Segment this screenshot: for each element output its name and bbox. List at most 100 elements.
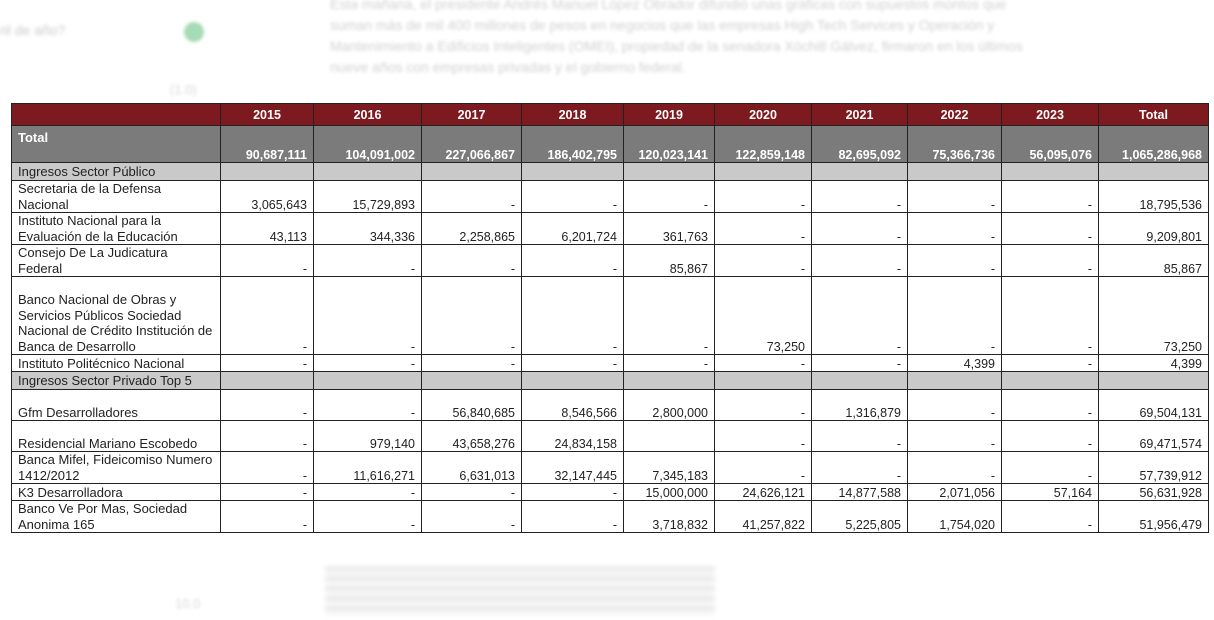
table-cell: - (421, 244, 522, 277)
table-cell: - (714, 180, 812, 213)
table-cell: - (907, 451, 1002, 484)
row-label: Residencial Mariano Escobedo (11, 420, 221, 452)
background-paragraph: Esta mañana, el presidente Andrés Manuel… (330, 0, 1023, 75)
table-cell: - (1001, 500, 1099, 533)
table-cell: 43,658,276 (421, 420, 522, 452)
table-cell: 979,140 (313, 420, 422, 452)
section-title: Ingresos Sector Público (11, 162, 221, 181)
table-row: Consejo De La Judicatura Federal - - - -… (11, 244, 1209, 277)
total-cell: 1,065,286,968 (1098, 125, 1209, 163)
table-cell: - (714, 420, 812, 452)
table-cell: - (220, 420, 314, 452)
table-cell: 5,225,805 (811, 500, 908, 533)
table-cell: 69,504,131 (1098, 389, 1209, 421)
table-cell: - (220, 389, 314, 421)
table-row: Instituto Nacional para la Evaluación de… (11, 212, 1209, 245)
table-cell: - (1001, 180, 1099, 213)
section-header-public: Ingresos Sector Público (11, 162, 1209, 181)
table-cell: 2,258,865 (421, 212, 522, 245)
table-cell: - (907, 244, 1002, 277)
header-row: 2015 2016 2017 2018 2019 2020 2021 2022 … (11, 103, 1209, 126)
table-cell: 73,250 (1098, 276, 1209, 355)
table-cell: - (313, 389, 422, 421)
table-cell: 15,729,893 (313, 180, 422, 213)
table-row: K3 Desarrolladora - - - - 15,000,000 24,… (11, 483, 1209, 501)
table-cell: - (521, 354, 624, 372)
table-cell: - (907, 180, 1002, 213)
table-cell: 85,867 (623, 244, 715, 277)
table-cell: 51,956,479 (1098, 500, 1209, 533)
table-cell: 7,345,183 (623, 451, 715, 484)
table-cell: - (623, 276, 715, 355)
section-title: Ingresos Sector Privado Top 5 (11, 371, 221, 390)
table-cell: - (907, 389, 1002, 421)
table-cell: - (811, 451, 908, 484)
table-cell: - (1001, 276, 1099, 355)
table-cell: - (907, 276, 1002, 355)
table-cell: 2,071,056 (907, 483, 1002, 501)
table-cell: 69,471,574 (1098, 420, 1209, 452)
table-row: Banca Mifel, Fideicomiso Numero 1412/201… (11, 451, 1209, 484)
total-cell: 56,095,076 (1001, 125, 1099, 163)
table-cell: 4,399 (1098, 354, 1209, 372)
header-cell: 2020 (714, 103, 812, 126)
table-cell: 24,626,121 (714, 483, 812, 501)
header-cell (11, 103, 221, 126)
table-cell: 1,754,020 (907, 500, 1002, 533)
table-cell: - (220, 354, 314, 372)
table-cell: - (521, 500, 624, 533)
total-cell: 227,066,867 (421, 125, 522, 163)
table-cell: - (220, 276, 314, 355)
header-cell: 2017 (421, 103, 522, 126)
row-label: Banco Nacional de Obras y Servicios Públ… (11, 276, 221, 355)
background-strip (325, 566, 715, 616)
table-cell: - (811, 420, 908, 452)
row-label: Gfm Desarrolladores (11, 389, 221, 421)
row-label: Instituto Politécnico Nacional (11, 354, 221, 372)
table-cell: - (811, 180, 908, 213)
table-cell: 2,800,000 (623, 389, 715, 421)
table-cell: - (421, 500, 522, 533)
table-cell: - (714, 244, 812, 277)
total-cell: 120,023,141 (623, 125, 715, 163)
table-row: Instituto Politécnico Nacional - - - - -… (11, 354, 1209, 372)
table-cell: 1,316,879 (811, 389, 908, 421)
table-cell: 57,739,912 (1098, 451, 1209, 484)
table-cell: 18,795,536 (1098, 180, 1209, 213)
table-cell: 361,763 (623, 212, 715, 245)
table-cell: 6,631,013 (421, 451, 522, 484)
total-label: Total (11, 125, 221, 163)
table-cell: - (220, 244, 314, 277)
total-cell: 82,695,092 (811, 125, 908, 163)
header-cell: 2019 (623, 103, 715, 126)
table-cell: - (714, 389, 812, 421)
table-cell: - (313, 354, 422, 372)
table-cell: 3,065,643 (220, 180, 314, 213)
total-cell: 122,859,148 (714, 125, 812, 163)
table-cell: - (313, 244, 422, 277)
table-cell: - (421, 483, 522, 501)
table-cell (623, 420, 715, 452)
table-cell: 41,257,822 (714, 500, 812, 533)
background-number: 10.0 (175, 596, 201, 611)
header-cell: 2015 (220, 103, 314, 126)
header-cell: 2022 (907, 103, 1002, 126)
header-cell: 2018 (521, 103, 624, 126)
header-cell: 2023 (1001, 103, 1099, 126)
table-cell: - (811, 212, 908, 245)
total-cell: 186,402,795 (521, 125, 624, 163)
table-cell: - (714, 212, 812, 245)
table-cell: - (220, 500, 314, 533)
table-cell: - (521, 483, 624, 501)
table-cell: 32,147,445 (521, 451, 624, 484)
table-cell: 6,201,724 (521, 212, 624, 245)
table-cell: - (714, 354, 812, 372)
table-cell: 24,834,158 (521, 420, 624, 452)
table-cell: - (313, 276, 422, 355)
table-cell: - (421, 180, 522, 213)
table-cell: - (313, 500, 422, 533)
table-cell: - (1001, 244, 1099, 277)
background-number: (1.0) (170, 82, 197, 97)
total-cell: 75,366,736 (907, 125, 1002, 163)
table-cell: 56,840,685 (421, 389, 522, 421)
